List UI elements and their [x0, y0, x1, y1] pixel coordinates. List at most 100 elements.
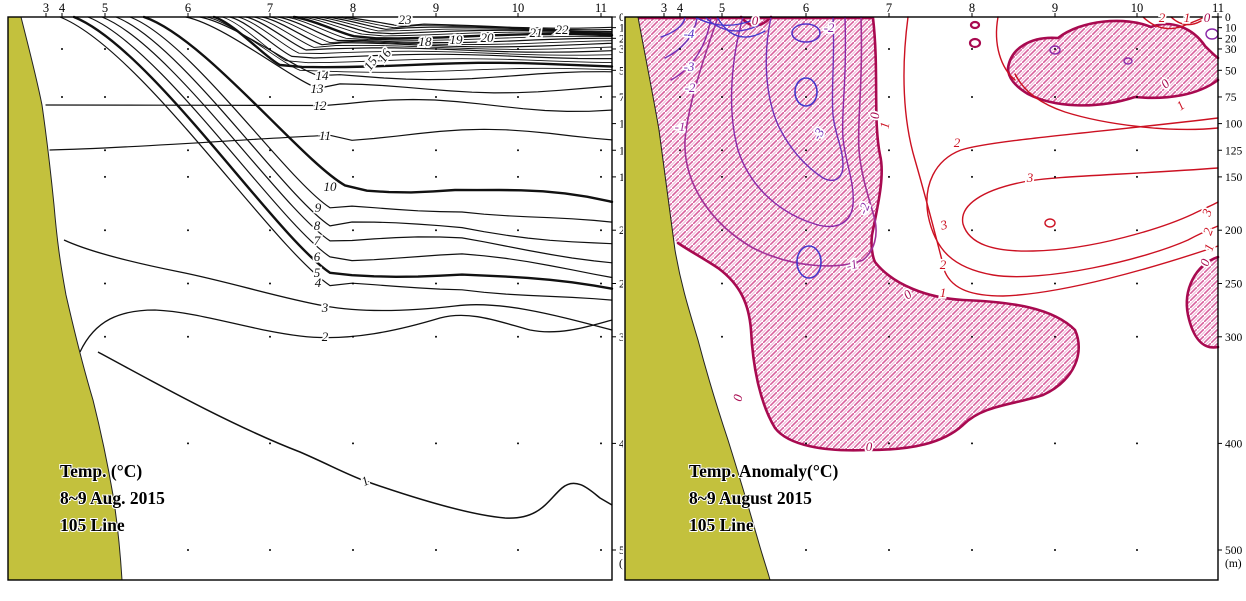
contour-label: 19 — [450, 32, 464, 47]
isotherm-5 — [72, 15, 614, 290]
sample-dot — [1136, 442, 1138, 445]
isotherm-21 — [309, 16, 613, 35]
sample-dot — [679, 149, 681, 152]
sample-dot — [721, 175, 723, 178]
depth-unit-label: (m) — [619, 558, 623, 570]
depth-tick-label: 100 — [1225, 119, 1243, 131]
sample-dot — [435, 335, 437, 338]
sample-dot — [805, 95, 807, 98]
sample-dot — [435, 282, 437, 285]
sample-dot — [435, 549, 437, 551]
sample-dot — [888, 149, 890, 152]
station-label: 11 — [595, 1, 607, 15]
station-label: 6 — [185, 1, 191, 15]
sample-dot — [517, 442, 519, 445]
sample-dot — [971, 149, 973, 152]
contour-label: -3 — [684, 59, 695, 74]
sample-dot — [1136, 149, 1138, 152]
hatch-region-negative — [1186, 257, 1218, 348]
contour-label: 2 — [954, 135, 961, 150]
sample-dot — [600, 282, 602, 285]
isotherm-10 — [142, 15, 614, 204]
sample-dot — [1136, 47, 1138, 50]
contour-label: 4 — [315, 275, 322, 290]
depth-tick-label: 20 — [619, 33, 623, 45]
sample-dot — [1054, 335, 1056, 338]
sample-dot — [971, 95, 973, 98]
sample-dot — [517, 47, 519, 50]
sample-dot — [721, 229, 723, 232]
contour-label: -2 — [685, 80, 696, 95]
sample-dot — [517, 95, 519, 98]
depth-tick-label: 500 — [619, 545, 623, 557]
closed-contour — [968, 37, 982, 49]
isotherm-20 — [292, 15, 614, 40]
zero-contour — [1006, 19, 1220, 107]
sample-dot — [269, 282, 271, 285]
closed-contour — [794, 77, 818, 107]
depth-tick-label: 50 — [1225, 65, 1237, 77]
depth-tick-label: 200 — [619, 225, 623, 237]
sample-dot — [600, 229, 602, 232]
land-polygon — [7, 16, 123, 581]
contour-label: 1 — [359, 473, 371, 489]
isotherm-22.5 — [333, 16, 613, 31]
closed-contour — [796, 245, 822, 279]
sample-dot — [1054, 95, 1056, 98]
isotherm-18.5 — [269, 16, 613, 46]
sample-dot — [104, 335, 106, 338]
sample-dot — [187, 47, 189, 50]
isotherm-8 — [115, 16, 613, 245]
sample-dot — [721, 335, 723, 338]
sample-dot — [517, 149, 519, 152]
sample-dot — [1054, 549, 1056, 551]
depth-tick-label: 200 — [1225, 225, 1243, 237]
depth-tick-label: 250 — [1225, 279, 1243, 291]
closed-contour — [1044, 218, 1056, 228]
sample-dot — [721, 282, 723, 285]
sample-dot — [1136, 335, 1138, 338]
sample-dot — [352, 47, 354, 50]
zero-contour — [1185, 255, 1220, 349]
isotherm-6 — [87, 16, 613, 279]
sample-dot — [187, 175, 189, 178]
sample-dot — [517, 335, 519, 338]
station-label: 5 — [719, 1, 725, 15]
isotherm-23 — [341, 16, 613, 29]
isotherm-15.5 — [221, 16, 613, 64]
contour-label: 6 — [314, 249, 321, 264]
closed-contour — [1123, 57, 1133, 65]
contour-label: 14 — [316, 68, 330, 83]
depth-tick-label: 150 — [1225, 172, 1243, 184]
anomaly-contour — [1014, 73, 1219, 131]
depth-tick-label: 500 — [1225, 545, 1243, 557]
closed-contour — [791, 23, 821, 43]
depth-tick-label: 10 — [1225, 23, 1237, 35]
anomaly-contour — [664, 16, 698, 59]
sample-dot — [971, 47, 973, 50]
sample-dot — [805, 282, 807, 285]
isotherm-4 — [59, 16, 613, 301]
sample-dot — [1054, 175, 1056, 178]
anomaly-contour — [704, 16, 760, 32]
isotherm-7 — [101, 16, 613, 264]
anomaly-contour — [670, 16, 712, 81]
sample-dot — [187, 549, 189, 551]
station-label: 10 — [1131, 1, 1144, 15]
sample-dot — [435, 95, 437, 98]
station-label: 10 — [512, 1, 525, 15]
panel-temperature-anomaly-section: 3 4 5 6 7 8 9 10 1101020305075100125150200250300… — [624, 1, 1243, 581]
sample-dot — [805, 335, 807, 338]
anomaly-contour — [995, 16, 1016, 81]
depth-tick-label: 100 — [619, 119, 623, 131]
sample-dot — [187, 95, 189, 98]
sample-dot — [805, 149, 807, 152]
sample-dot — [1136, 549, 1138, 551]
contour-label: 7 — [314, 233, 321, 248]
sample-dot — [269, 175, 271, 178]
sample-dot — [888, 282, 890, 285]
contour-label: 3 — [1026, 170, 1034, 185]
isotherm-13 — [185, 16, 613, 94]
sample-dot — [971, 335, 973, 338]
isotherm-17.5 — [253, 16, 613, 50]
